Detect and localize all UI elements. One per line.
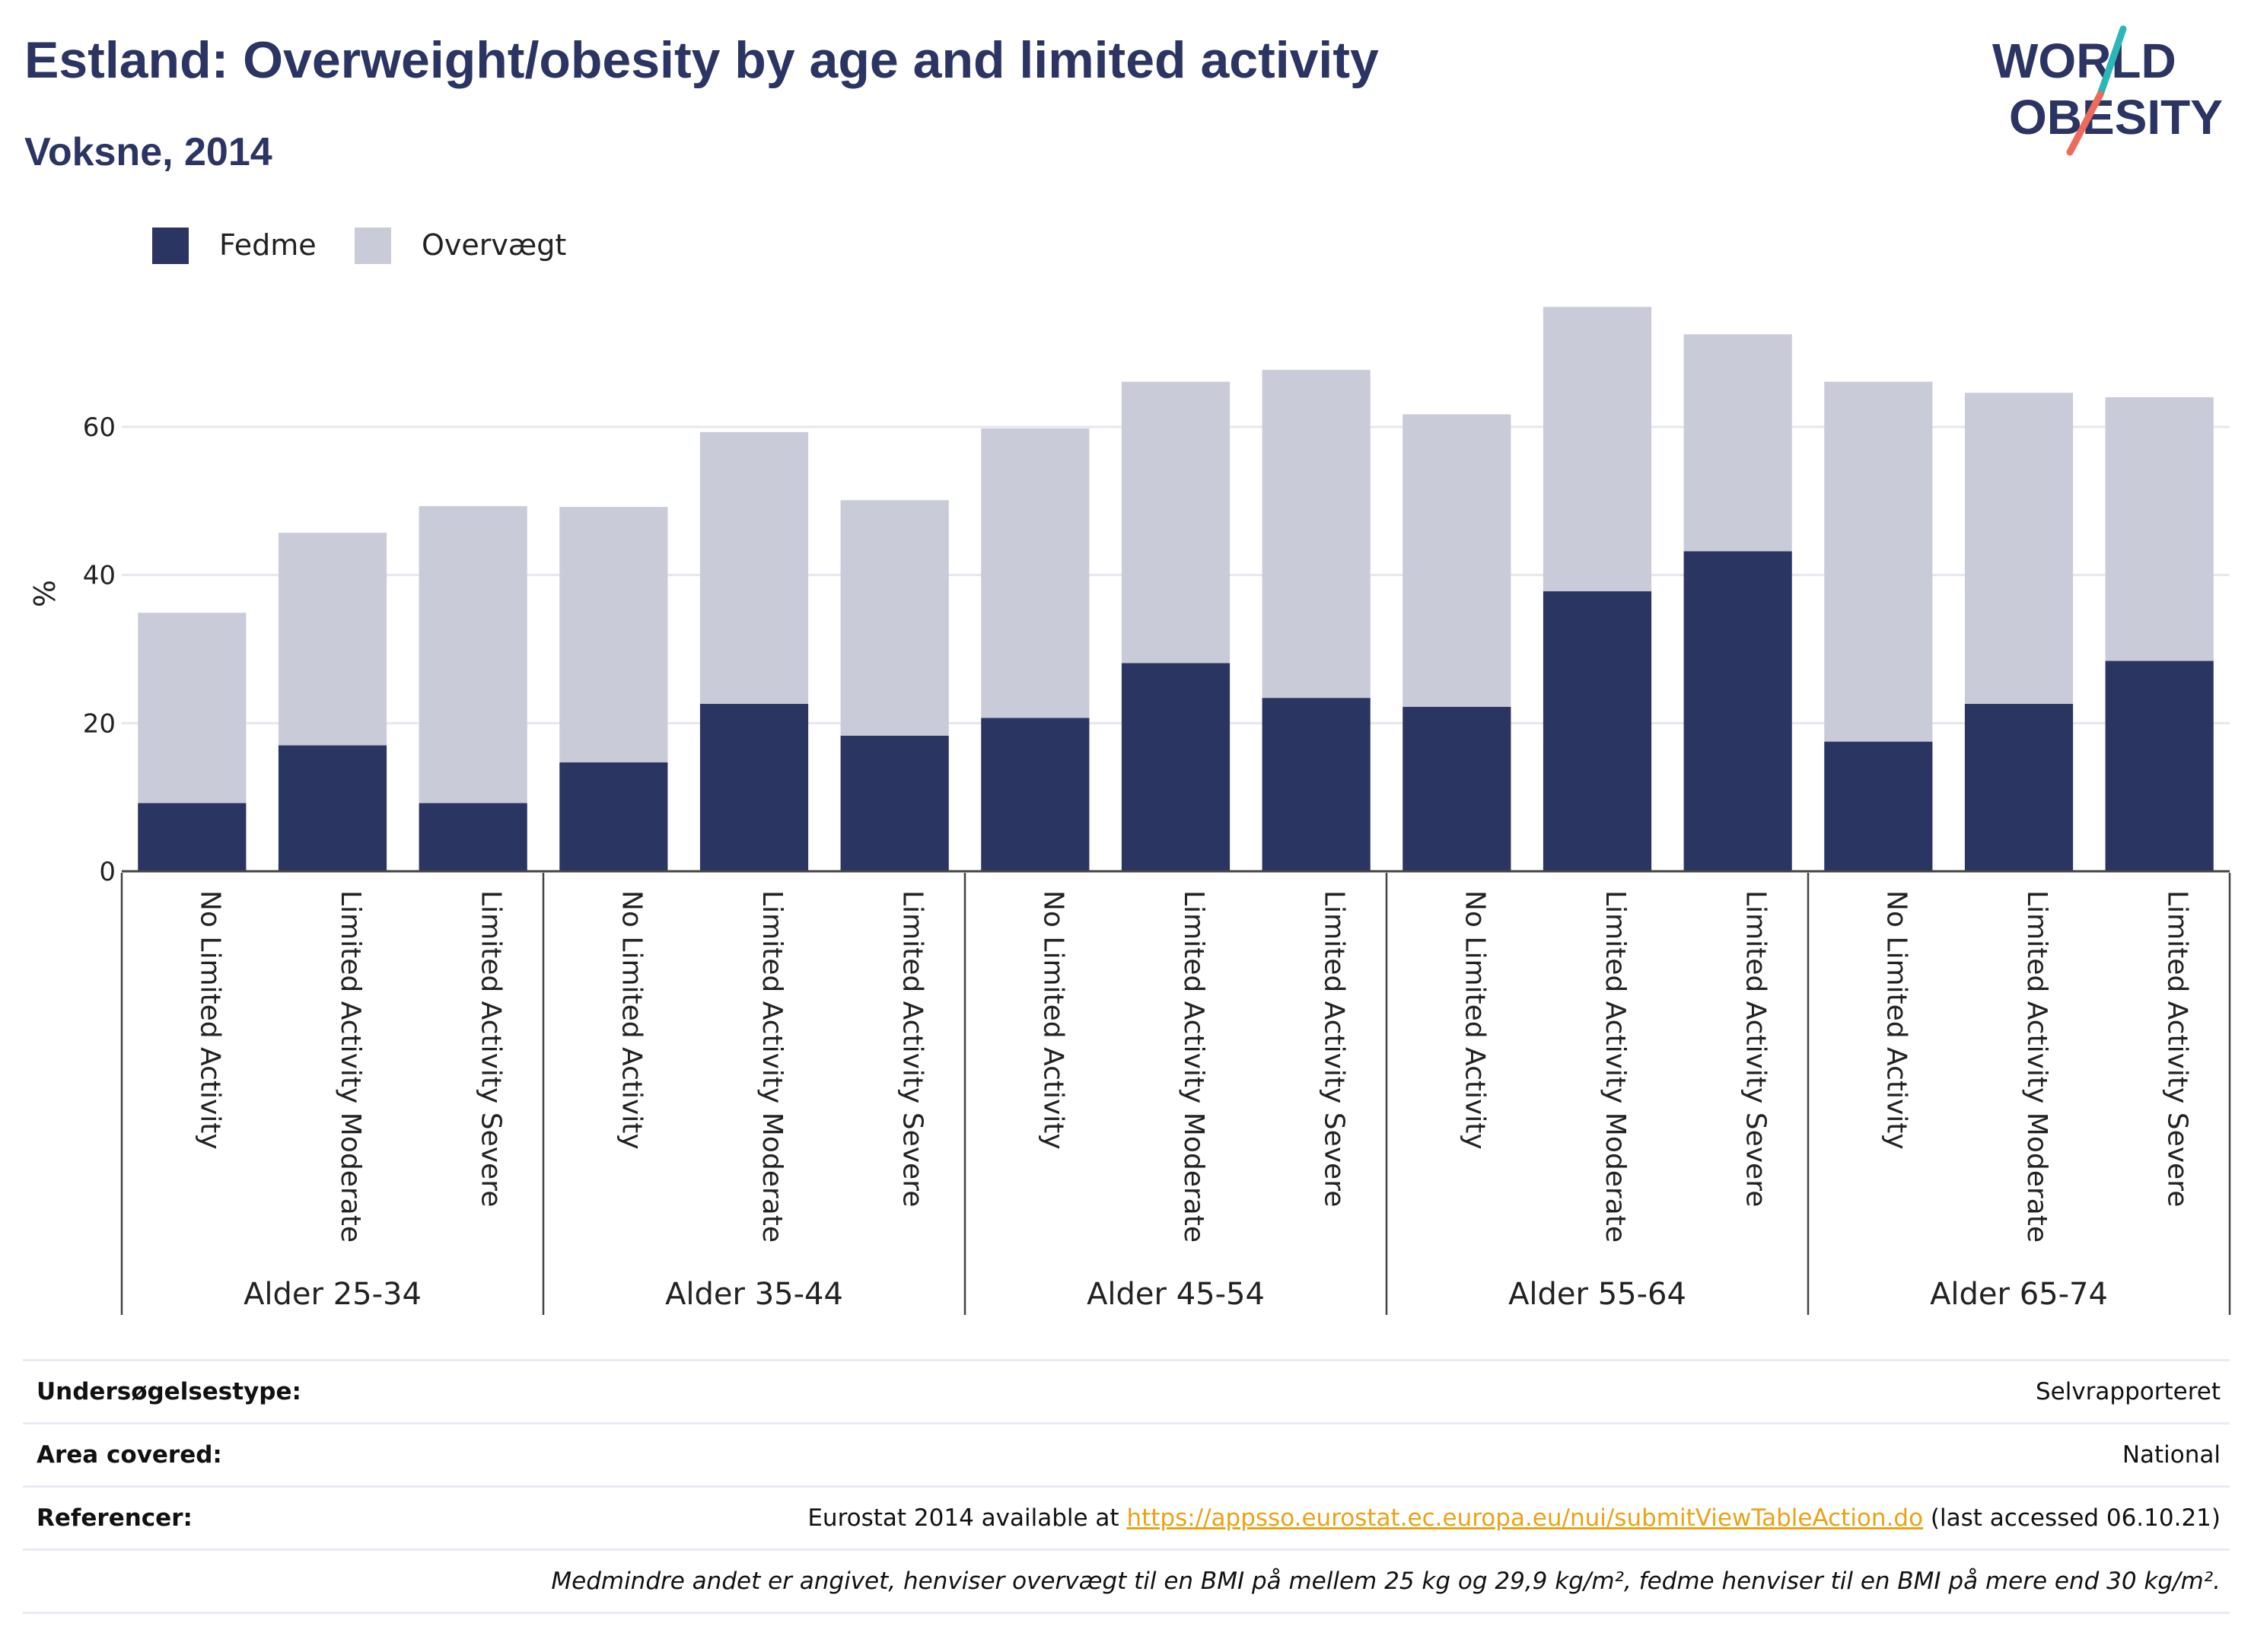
bar-overvaegt [1543,307,1652,592]
x-group-label: Alder 45-54 [1087,1277,1265,1312]
bmi-note: Medmindre andet er angivet, henviser ove… [551,1568,2221,1595]
bar-fedme [699,704,809,871]
logo-slash-teal [2097,25,2127,98]
x-category-label: Limited Activity Severe [1319,890,1350,1207]
footer-row-note: Medmindre andet er angivet, henviser ove… [23,1549,2230,1614]
survey-type-value: Selvrapporteret [2035,1378,2221,1405]
x-category-label: No Limited Activity [1037,890,1068,1150]
bar-overvaegt [559,507,668,762]
footer-table: Undersøgelsestype: Selvrapporteret Area … [23,1359,2230,1614]
bar-fedme [278,745,387,871]
bar-overvaegt [699,431,809,705]
bar-fedme [840,735,949,871]
bar-overvaegt [278,533,387,746]
legend-swatch-overvaegt [355,228,391,264]
bar-fedme [1543,591,1652,871]
x-category-label: Limited Activity Moderate [1178,890,1209,1243]
logo-slash-coral [2066,91,2104,156]
survey-type-label: Undersøgelsestype: [37,1378,301,1405]
legend-label-overvaegt: Overvægt [422,228,567,262]
y-tick-label: 60 [83,412,116,443]
x-category-label: Limited Activity Severe [897,890,928,1207]
references-value: Eurostat 2014 available at https://appss… [807,1504,2221,1532]
bar-fedme [559,762,668,871]
bar-overvaegt [840,500,949,736]
bar-overvaegt [2105,397,2214,661]
y-tick-label: 40 [83,561,116,591]
area-label: Area covered: [37,1441,222,1469]
bar-overvaegt [1402,414,1511,707]
legend-swatch-fedme [152,228,189,264]
x-category-label: Limited Activity Severe [1740,890,1772,1207]
x-category-label: Limited Activity Severe [476,890,507,1207]
legend-label-fedme: Fedme [219,228,317,262]
references-prefix: Eurostat 2014 available at [807,1504,1127,1532]
bar-fedme [1683,551,1792,871]
logo-line-2: OBESITY [2009,90,2223,145]
bar-fedme [1121,663,1231,871]
y-axis-label: % [28,580,62,607]
footer-row-survey-type: Undersøgelsestype: Selvrapporteret [23,1359,2230,1422]
logo-line-1: WORLD [1992,33,2176,88]
bar-overvaegt [1262,370,1371,699]
y-tick-label: 20 [83,708,116,739]
bar-overvaegt [1964,393,2074,705]
bar-overvaegt [981,428,1090,718]
bar-overvaegt [138,613,247,804]
footer-row-area: Area covered: National [23,1422,2230,1485]
bar-fedme [2105,660,2214,871]
bar-overvaegt [1683,334,1792,552]
x-category-label: No Limited Activity [1459,890,1490,1150]
bar-fedme [1402,706,1511,871]
x-category-label: Limited Activity Moderate [335,890,366,1243]
references-suffix: (last accessed 06.10.21) [1923,1504,2221,1532]
x-group-label: Alder 35-44 [665,1277,843,1312]
x-category-label: No Limited Activity [1880,890,1912,1150]
world-obesity-logo: WORLD OBESITY [1992,25,2223,156]
footer-row-references: Referencer: Eurostat 2014 available at h… [23,1485,2230,1549]
bar-fedme [1262,698,1371,871]
x-category-label: Limited Activity Moderate [2021,890,2052,1243]
x-group-label: Alder 25-34 [244,1277,422,1312]
references-link[interactable]: https://appsso.eurostat.ec.europa.eu/nui… [1126,1504,1924,1532]
stacked-bar-chart: 0 20 40 60% No Limited Activity Limited Activ… [28,307,2231,1315]
bar-fedme [138,803,247,871]
bar-overvaegt [1824,381,1933,742]
references-label: Referencer: [37,1504,193,1532]
x-group-label: Alder 55-64 [1508,1277,1686,1312]
x-category-label: Limited Activity Severe [2162,890,2193,1207]
chart-title: Estland: Overweight/obesity by age and l… [24,31,1379,89]
bar-overvaegt [419,506,527,804]
y-tick-label: 0 [99,857,116,887]
area-value: National [2122,1441,2221,1469]
x-category-label: No Limited Activity [194,890,225,1150]
x-group-label: Alder 65-74 [1930,1277,2108,1312]
x-category-label: Limited Activity Moderate [756,890,788,1243]
x-category-label: No Limited Activity [616,890,647,1150]
bar-overvaegt [1121,381,1231,664]
chart-subtitle: Voksne, 2014 [24,130,272,174]
bar-fedme [1964,704,2074,871]
bar-fedme [981,718,1090,871]
x-category-label: Limited Activity Moderate [1600,890,1631,1243]
bar-fedme [1824,741,1933,871]
bar-fedme [419,803,527,871]
